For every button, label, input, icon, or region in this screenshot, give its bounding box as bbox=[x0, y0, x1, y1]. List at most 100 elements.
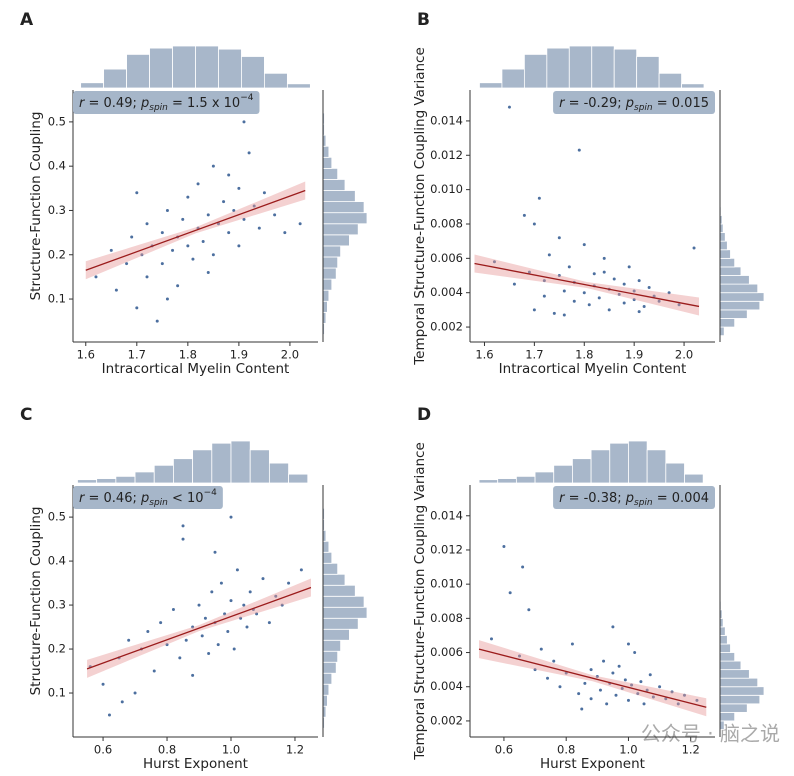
point bbox=[229, 515, 233, 519]
right-hist-bar bbox=[322, 156, 333, 169]
point bbox=[287, 581, 291, 585]
point bbox=[587, 303, 591, 307]
point bbox=[623, 678, 627, 682]
x-tick-label: 1.8 bbox=[179, 348, 197, 362]
point bbox=[522, 213, 526, 217]
point bbox=[637, 310, 641, 314]
right-hist-bar bbox=[322, 190, 356, 203]
annotation-sup: −4 bbox=[204, 488, 218, 498]
point bbox=[630, 683, 634, 687]
y-tick-label: 0.004 bbox=[430, 285, 463, 299]
top-hist-bar bbox=[681, 83, 705, 89]
point bbox=[639, 680, 643, 684]
point bbox=[207, 651, 211, 655]
point bbox=[114, 288, 118, 292]
point bbox=[155, 319, 159, 323]
point bbox=[546, 676, 550, 680]
point bbox=[527, 270, 531, 274]
annotation-sub: spin bbox=[634, 498, 653, 508]
point bbox=[152, 669, 156, 673]
point bbox=[537, 196, 541, 200]
point bbox=[237, 186, 241, 190]
y-tick-label: 0.5 bbox=[48, 114, 66, 128]
right-hist-bar bbox=[719, 300, 761, 311]
point bbox=[527, 608, 531, 612]
right-hist-bar bbox=[322, 179, 346, 191]
point bbox=[160, 231, 164, 235]
point bbox=[542, 279, 546, 283]
point bbox=[130, 235, 134, 239]
right-hist-bar bbox=[719, 635, 728, 645]
right-hist-bar bbox=[322, 245, 342, 258]
point bbox=[222, 200, 226, 204]
point bbox=[200, 634, 204, 638]
right-hist-bar bbox=[322, 650, 339, 663]
y-tick-label: 0.4 bbox=[48, 159, 66, 173]
point bbox=[664, 697, 668, 701]
x-tick-label: 1.2 bbox=[286, 743, 304, 757]
right-hist-bar bbox=[322, 617, 359, 630]
x-tick-label: 0.6 bbox=[94, 743, 112, 757]
point bbox=[94, 275, 98, 279]
point bbox=[577, 692, 581, 696]
right-hist-bar bbox=[322, 256, 339, 269]
point bbox=[211, 164, 215, 168]
point bbox=[580, 707, 584, 711]
point bbox=[184, 638, 188, 642]
point bbox=[247, 151, 251, 155]
top-hist-bar bbox=[286, 83, 311, 89]
point bbox=[186, 244, 190, 248]
right-hist-bar bbox=[719, 626, 726, 636]
point bbox=[647, 286, 651, 290]
y-tick-label: 0.1 bbox=[48, 686, 66, 700]
annotation-box bbox=[553, 486, 715, 509]
right-hist-bar bbox=[322, 212, 368, 225]
x-tick-label: 1.7 bbox=[128, 348, 146, 362]
point bbox=[203, 616, 207, 620]
point bbox=[645, 688, 649, 692]
point bbox=[257, 226, 261, 230]
top-hist-bar bbox=[628, 440, 648, 484]
right-hist-bar bbox=[719, 318, 736, 328]
point bbox=[622, 301, 626, 305]
top-hist-bar bbox=[192, 449, 213, 484]
point bbox=[171, 248, 175, 252]
annotation: r = -0.38; pspin = 0.004 bbox=[559, 491, 709, 508]
right-hist-bar bbox=[322, 540, 330, 553]
annotation-r: r bbox=[79, 491, 86, 506]
point bbox=[160, 262, 164, 266]
point bbox=[261, 577, 265, 581]
point bbox=[558, 685, 562, 689]
point bbox=[242, 120, 246, 124]
point bbox=[178, 656, 182, 660]
point bbox=[262, 191, 266, 195]
point bbox=[582, 243, 586, 247]
point bbox=[636, 692, 640, 696]
top-hist-bar bbox=[103, 68, 127, 89]
point bbox=[165, 643, 169, 647]
point bbox=[605, 702, 609, 706]
x-tick-label: 1.8 bbox=[575, 348, 593, 362]
point bbox=[598, 688, 602, 692]
point bbox=[532, 308, 536, 312]
annotation-r-text: = 0.49; bbox=[84, 96, 141, 111]
point bbox=[232, 647, 236, 651]
point bbox=[283, 231, 287, 235]
point bbox=[146, 629, 150, 633]
point bbox=[201, 239, 205, 243]
point bbox=[695, 698, 699, 702]
top-hist-bar bbox=[497, 478, 517, 484]
point bbox=[135, 191, 139, 195]
point bbox=[642, 304, 646, 308]
point bbox=[206, 270, 210, 274]
right-hist-bar bbox=[322, 278, 333, 291]
point bbox=[626, 642, 630, 646]
point bbox=[602, 256, 606, 260]
point bbox=[165, 208, 169, 212]
point bbox=[140, 253, 144, 257]
point bbox=[176, 284, 180, 288]
right-hist-bar bbox=[322, 672, 333, 685]
y-tick-label: 0.2 bbox=[48, 642, 66, 656]
point bbox=[227, 231, 231, 235]
